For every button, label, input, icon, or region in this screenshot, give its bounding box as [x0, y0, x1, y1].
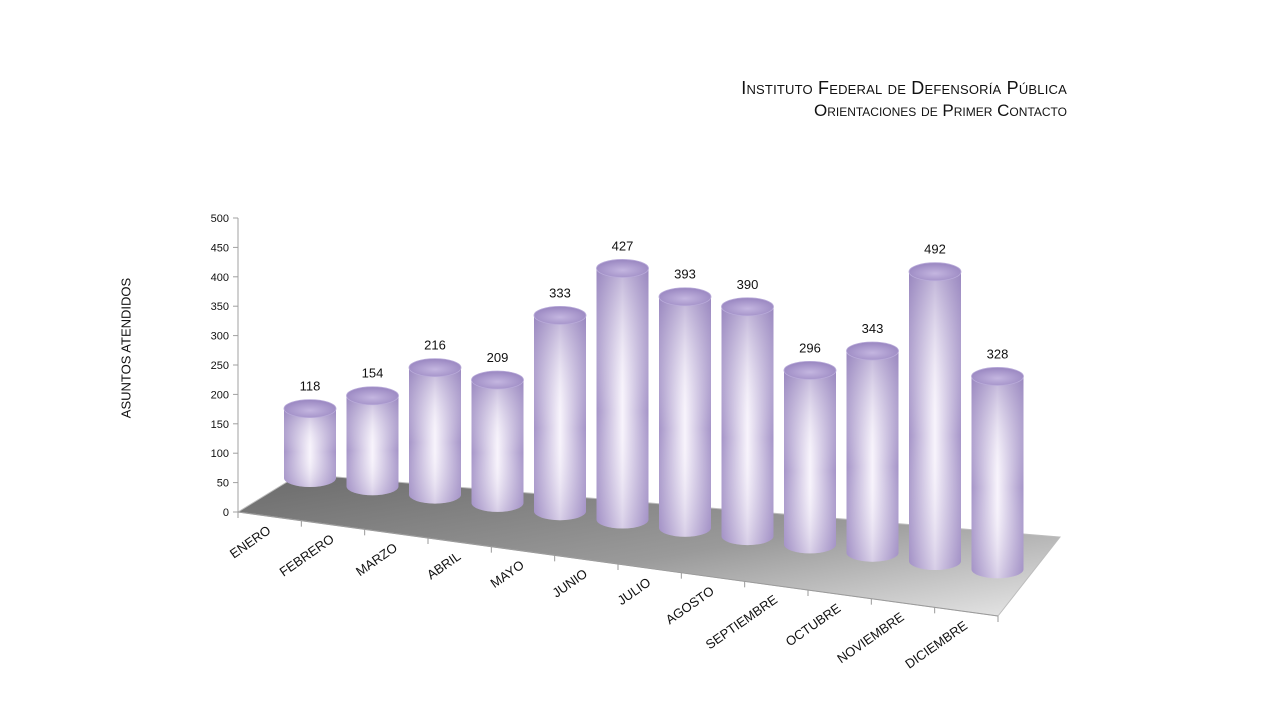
x-tick-label: JULIO — [615, 575, 654, 608]
y-tick-label: 350 — [211, 301, 229, 313]
bar — [783, 360, 837, 554]
data-label: 492 — [924, 242, 946, 257]
bar — [346, 386, 399, 496]
y-tick-label: 150 — [211, 419, 229, 431]
x-tick-label: ABRIL — [424, 549, 463, 583]
y-tick-label: 100 — [211, 448, 229, 460]
bar — [533, 305, 587, 521]
x-tick-label: OCTUBRE — [783, 600, 844, 649]
bar — [721, 297, 774, 546]
y-tick-label: 300 — [211, 331, 229, 343]
y-tick-label: 200 — [211, 389, 229, 401]
data-label: 118 — [300, 379, 321, 394]
bar — [471, 370, 524, 512]
x-tick-label: ENERO — [227, 523, 273, 562]
data-label: 154 — [362, 366, 384, 381]
bar — [283, 399, 337, 487]
data-label: 296 — [799, 340, 821, 355]
x-tick-label: JUNIO — [550, 566, 591, 601]
bar — [846, 341, 899, 562]
y-tick-label: 0 — [223, 507, 229, 519]
data-label: 390 — [737, 277, 759, 292]
data-label: 427 — [612, 238, 634, 253]
chart-title: Instituto Federal de Defensoría Pública — [741, 78, 1067, 98]
data-label: 393 — [674, 267, 696, 282]
bar — [596, 259, 649, 529]
data-label: 209 — [487, 350, 509, 365]
bar — [408, 358, 462, 504]
y-tick-label: 500 — [211, 213, 229, 225]
data-label: 343 — [862, 321, 884, 336]
y-tick-label: 450 — [211, 242, 229, 254]
y-tick-label: 250 — [211, 360, 229, 372]
x-tick-label: FEBRERO — [277, 531, 337, 579]
x-tick-label: DICIEMBRE — [902, 618, 970, 672]
y-tick-label: 400 — [211, 272, 229, 284]
data-label: 333 — [549, 285, 571, 300]
chart-subtitle: Orientaciones de Primer Contacto — [813, 101, 1067, 121]
x-tick-label: SEPTIEMBRE — [703, 592, 781, 653]
y-tick-label: 50 — [217, 478, 229, 490]
x-tick-label: MARZO — [353, 540, 400, 579]
bar — [971, 367, 1024, 579]
bar — [658, 287, 712, 537]
bar — [908, 262, 962, 570]
data-label: 328 — [987, 346, 1009, 361]
x-tick-label: MAYO — [488, 557, 527, 591]
data-label: 216 — [424, 338, 446, 353]
x-tick-label: AGOSTO — [663, 583, 717, 627]
chart-title-block: Instituto Federal de Defensoría Pública … — [741, 76, 1067, 123]
x-tick-label: NOVIEMBRE — [834, 609, 907, 666]
